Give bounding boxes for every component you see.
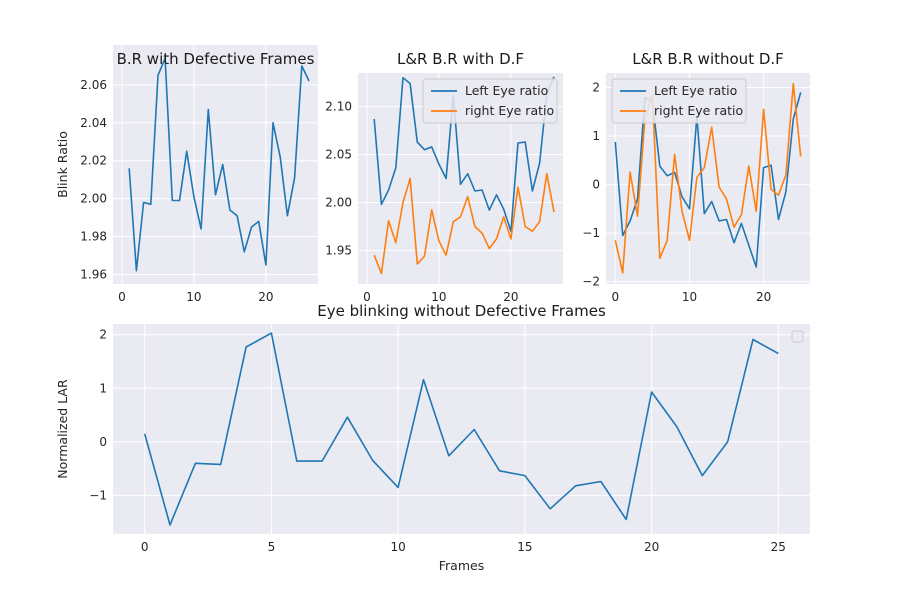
x-tick-label: 0 — [141, 540, 149, 554]
legend-box — [611, 78, 747, 124]
subplot-br-defective: 0 10 20 1.96 1.98 2.00 2.02 2.04 2.06 B.R with De… — [55, 45, 318, 304]
y-tick-label: 2 — [99, 328, 107, 342]
series-line-right-eye-ratio — [373, 172, 555, 275]
x-tick-label: 25 — [771, 540, 786, 554]
x-tick-label: 10 — [431, 290, 446, 304]
y-tick-label: 1.95 — [325, 243, 352, 257]
x-tick-label: 20 — [756, 290, 771, 304]
y-tick-label: 2.00 — [325, 195, 352, 209]
chart-title: Eye blinking without Defective Frames — [317, 302, 606, 320]
series-line-0 — [143, 332, 779, 526]
y-tick-label: −1 — [582, 226, 600, 240]
subplot-lr-without-df: 0 10 20 −2 −1 0 1 2 L&R B.R without D.F Left Eye … — [582, 50, 810, 304]
x-tick-label: 10 — [186, 290, 201, 304]
y-tick-label: 2.05 — [325, 148, 352, 162]
y-tick-label: 1.96 — [80, 268, 107, 282]
y-axis-label: Blink Ratio — [55, 131, 70, 198]
y-axis-label: Normalized LAR — [55, 379, 70, 479]
x-tick-label: 20 — [503, 290, 518, 304]
y-tick-label: 2.06 — [80, 78, 107, 92]
subplot-lr-with-df: 0 10 20 1.95 2.00 2.05 2.10 L&R B.R with D.F Lef… — [325, 50, 563, 304]
y-tick-label: 2.10 — [325, 100, 352, 114]
series-line-0 — [128, 57, 310, 272]
chart-title: L&R B.R with D.F — [397, 50, 524, 68]
x-tick-label: 15 — [517, 540, 532, 554]
y-tick-label: 2.02 — [80, 154, 107, 168]
legend-box — [422, 78, 558, 124]
legend: Left Eye ratio right Eye ratio — [611, 78, 747, 124]
y-tick-label: 0 — [592, 178, 600, 192]
legend-label: right Eye ratio — [465, 103, 554, 118]
x-tick-label: 0 — [118, 290, 126, 304]
x-tick-label: 0 — [363, 290, 371, 304]
chart-title: L&R B.R without D.F — [632, 50, 784, 68]
series-line-left-eye-ratio — [373, 76, 555, 233]
y-tick-label: 1 — [99, 381, 107, 395]
x-tick-label: 10 — [682, 290, 697, 304]
y-tick-label: 2.04 — [80, 116, 107, 130]
y-tick-label: −1 — [89, 488, 107, 502]
y-tick-label: 2.00 — [80, 192, 107, 206]
x-tick-label: 10 — [390, 540, 405, 554]
x-tick-label: 20 — [644, 540, 659, 554]
legend-label: right Eye ratio — [654, 103, 743, 118]
x-axis-label: Frames — [439, 558, 484, 573]
y-tick-label: 0 — [99, 435, 107, 449]
legend-label: Left Eye ratio — [465, 83, 548, 98]
x-tick-label: 20 — [258, 290, 273, 304]
x-tick-label: 0 — [611, 290, 619, 304]
subplot-blinking: 0 5 10 15 20 25 −1 0 1 2 Eye blinking without Defe… — [55, 302, 810, 573]
plot-area — [113, 45, 318, 284]
legend-label: Left Eye ratio — [654, 83, 737, 98]
y-tick-label: 2 — [592, 81, 600, 95]
x-tick-label: 5 — [268, 540, 276, 554]
chart-title: B.R with Defective Frames — [117, 50, 315, 68]
plot-area — [113, 324, 810, 534]
legend-empty-box — [791, 330, 804, 343]
y-tick-label: 1 — [592, 129, 600, 143]
y-tick-label: 1.98 — [80, 230, 107, 244]
legend: Left Eye ratio right Eye ratio — [422, 78, 558, 124]
y-tick-label: −2 — [582, 275, 600, 289]
